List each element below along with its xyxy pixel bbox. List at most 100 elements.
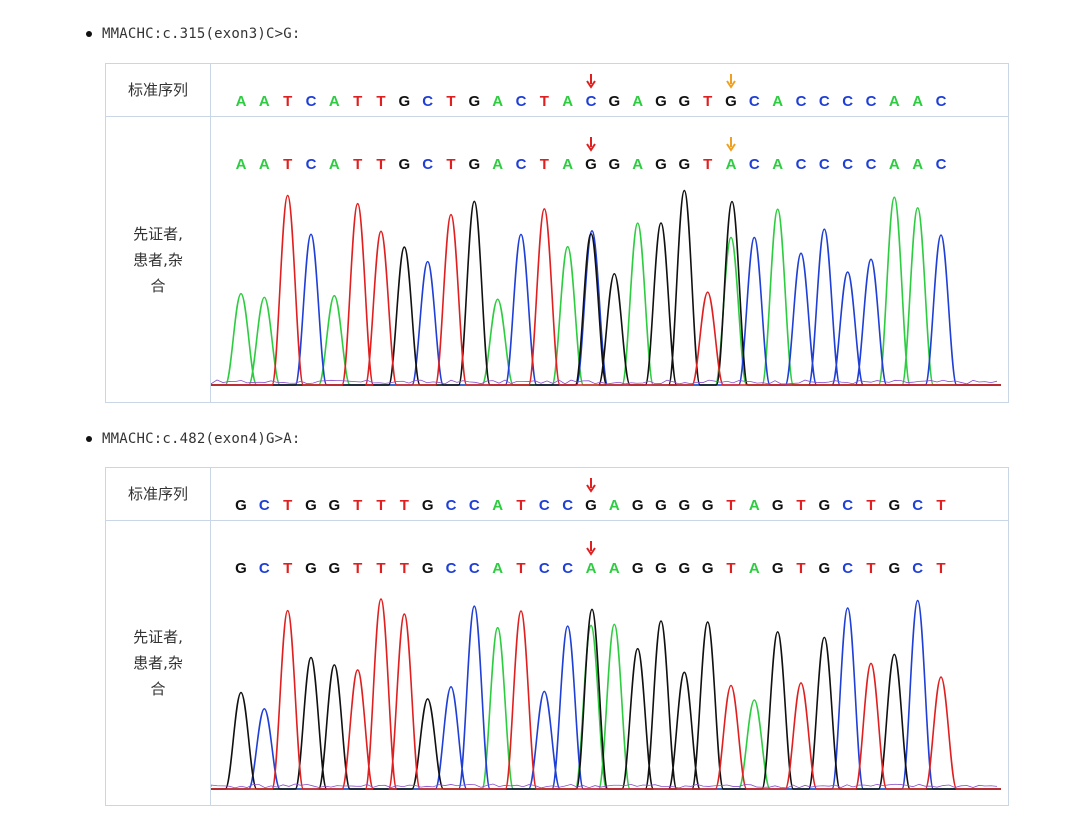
sample-base: G [772, 560, 784, 577]
ref-base: A [632, 93, 643, 110]
ref-base: T [283, 497, 292, 514]
sample-base: G [678, 156, 690, 173]
sample-base: T [283, 560, 292, 577]
ref-base: A [562, 93, 573, 110]
ref-base: G [702, 497, 714, 514]
ref-base: T [376, 497, 385, 514]
ref-base: G [398, 93, 410, 110]
sample-base: C [842, 560, 853, 577]
ref-base: C [796, 93, 807, 110]
ref-base: G [305, 497, 317, 514]
sample-base: G [422, 560, 434, 577]
sample-base: G [702, 560, 714, 577]
sample-base: G [655, 560, 667, 577]
sample-base: G [818, 560, 830, 577]
down-arrow-icon [726, 137, 736, 152]
sample-base: A [259, 156, 270, 173]
ref-base: T [703, 93, 712, 110]
sample-base: G [305, 560, 317, 577]
sample-base: T [936, 560, 945, 577]
down-arrow-icon [586, 74, 596, 89]
ref-base: C [539, 497, 550, 514]
sample-base: A [749, 560, 760, 577]
bullet-dot-icon [86, 436, 92, 442]
sample-base: C [446, 560, 457, 577]
ref-base: G [585, 497, 597, 514]
sample-base: G [888, 560, 900, 577]
section1-heading-row: MMACHC:c.315(exon3)C>G: [86, 26, 300, 42]
section2-ref-label: 标准序列 [127, 485, 188, 503]
ref-base: C [562, 497, 573, 514]
sample-base: G [678, 560, 690, 577]
ref-base: A [912, 93, 923, 110]
ref-base: C [819, 93, 830, 110]
sample-base: C [516, 156, 527, 173]
sample-base: T [866, 560, 875, 577]
ref-base: A [492, 93, 503, 110]
sample-base: A [329, 156, 340, 173]
sample-base: C [796, 156, 807, 173]
trace-c [211, 228, 1001, 386]
sample-base: C [469, 560, 480, 577]
ref-base: C [259, 497, 270, 514]
ref-base: T [400, 497, 409, 514]
ref-base: G [678, 497, 690, 514]
ref-base: A [749, 497, 760, 514]
ref-base: G [608, 93, 620, 110]
baseline-noise [210, 783, 998, 789]
sample-base: G [398, 156, 410, 173]
sample-base: A [609, 560, 620, 577]
down-arrow-icon [586, 541, 596, 556]
sample-base: C [749, 156, 760, 173]
section2-sample-label: 先证者, 患者,杂 合 [133, 628, 183, 698]
sample-base: T [446, 156, 455, 173]
ref-base: T [726, 497, 735, 514]
sample-base: T [376, 156, 385, 173]
sample-base: T [540, 156, 549, 173]
sample-base: T [283, 156, 292, 173]
ref-base: T [446, 93, 455, 110]
ref-base: C [749, 93, 760, 110]
sample-base: C [306, 156, 317, 173]
sample-base: C [936, 156, 947, 173]
sample-base: A [726, 156, 737, 173]
ref-base: T [283, 93, 292, 110]
sample-base: A [772, 156, 783, 173]
ref-base: G [772, 497, 784, 514]
sample-base: A [492, 560, 503, 577]
sample-base: G [468, 156, 480, 173]
ref-base: G [328, 497, 340, 514]
down-arrow-icon [586, 478, 596, 493]
ref-base: T [866, 497, 875, 514]
ref-base: A [259, 93, 270, 110]
ref-base: T [796, 497, 805, 514]
sample-base: A [586, 560, 597, 577]
sample-base: A [632, 156, 643, 173]
ref-base: A [236, 93, 247, 110]
sample-base: T [353, 156, 362, 173]
ref-base: G [818, 497, 830, 514]
ref-base: G [678, 93, 690, 110]
sample-base: T [353, 560, 362, 577]
sample-base: C [912, 560, 923, 577]
baseline-noise [210, 379, 998, 385]
ref-base: C [866, 93, 877, 110]
ref-base: T [353, 497, 362, 514]
ref-base: G [888, 497, 900, 514]
ref-base: C [469, 497, 480, 514]
ref-base: T [936, 497, 945, 514]
sample-base: G [328, 560, 340, 577]
sample-base: C [422, 156, 433, 173]
sample-base: G [235, 560, 247, 577]
section2-heading-row: MMACHC:c.482(exon4)G>A: [86, 431, 300, 447]
ref-base: C [446, 497, 457, 514]
